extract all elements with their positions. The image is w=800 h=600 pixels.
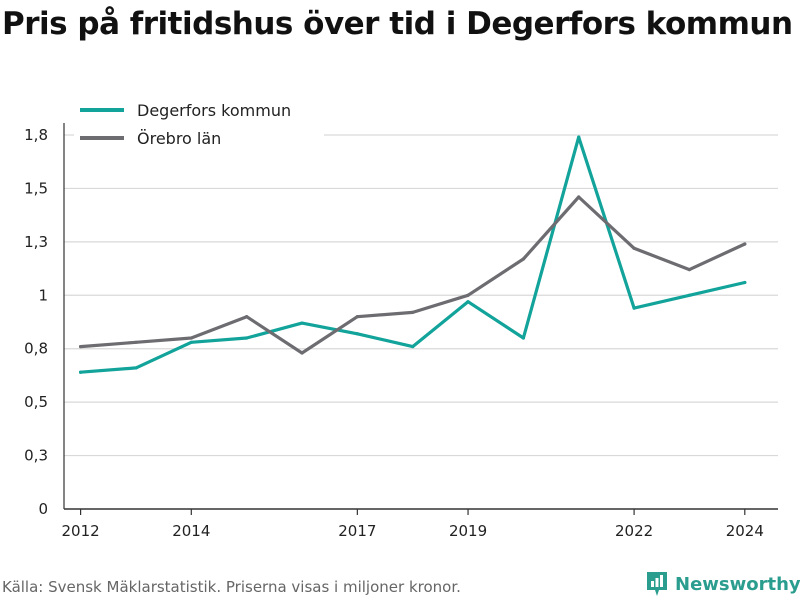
data-point [189, 336, 193, 340]
data-point [632, 306, 636, 310]
data-point [743, 242, 747, 246]
brand-name: Newsworthy [675, 573, 800, 595]
legend: Degerfors kommun Örebro län [74, 94, 324, 152]
y-tick-label: 1,5 [24, 179, 48, 197]
data-point [411, 310, 415, 314]
x-tick-label: 2014 [172, 522, 210, 540]
y-tick-label: 0,5 [24, 393, 48, 411]
data-point [189, 340, 193, 344]
data-point [245, 336, 249, 340]
data-point [577, 195, 581, 199]
data-point [466, 293, 470, 297]
data-point [79, 344, 83, 349]
series-lines [78, 135, 747, 374]
x-tick-label: 2024 [726, 522, 764, 540]
x-tick-label: 2012 [62, 522, 100, 540]
data-point [632, 246, 636, 250]
data-point [687, 293, 692, 297]
data-point [79, 370, 83, 374]
series-line-degerfors [78, 135, 747, 374]
data-point [355, 315, 359, 319]
data-point [355, 332, 359, 336]
data-point [743, 280, 747, 285]
data-point [134, 366, 138, 370]
y-axis: 0 0,3 0,5 0,8 1 1,3 1,5 1,8 [24, 123, 65, 518]
x-axis: 2012 2014 2017 2019 2022 2024 [62, 508, 778, 540]
legend-label: Degerfors kommun [137, 101, 291, 120]
data-point [300, 321, 304, 325]
x-tick-label: 2017 [338, 522, 376, 540]
data-point [300, 351, 304, 355]
legend-box [74, 94, 324, 152]
chart-title: Pris på fritidshus över tid i Degerfors … [2, 6, 793, 42]
y-tick-label: 1,8 [24, 126, 48, 144]
y-tick-label: 0 [38, 500, 48, 518]
newsworthy-logo-icon [647, 572, 667, 596]
legend-label: Örebro län [137, 129, 221, 148]
data-point [687, 268, 692, 272]
data-point [521, 257, 525, 261]
data-point [577, 135, 581, 139]
series-line-orebro [78, 195, 747, 355]
data-point [466, 300, 470, 304]
x-tick-label: 2022 [615, 522, 653, 540]
data-point [134, 340, 138, 344]
gridlines [64, 134, 778, 457]
data-point [521, 336, 525, 340]
y-tick-label: 1,3 [24, 233, 48, 251]
y-tick-label: 1 [38, 286, 48, 304]
brand-logo: Newsworthy [645, 570, 800, 598]
data-point [245, 315, 249, 319]
y-tick-label: 0,8 [24, 340, 48, 358]
data-point [411, 344, 415, 349]
x-tick-label: 2019 [449, 522, 487, 540]
source-note: Källa: Svensk Mäklarstatistik. Priserna … [2, 578, 461, 596]
y-tick-label: 0,3 [24, 447, 48, 465]
